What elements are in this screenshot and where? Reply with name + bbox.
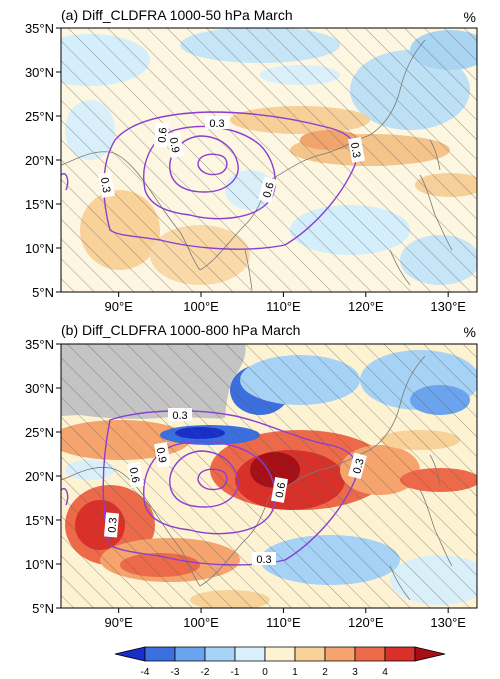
- colorbar-label: -1: [231, 667, 240, 678]
- contour-label: 0.6: [156, 127, 169, 143]
- colorbar-label: -3: [171, 667, 180, 678]
- colorbar: -4 -3 -2 -1 0 1 2 3 4: [114, 646, 446, 678]
- colorbar-swatch: [204, 646, 236, 662]
- lat-tick-label: 15°N: [25, 513, 54, 528]
- lon-tick-label: 120°E: [348, 615, 384, 630]
- panel-a-significance-hatching: [61, 28, 477, 292]
- panel-b-contour-labels: 0.3 0.9 0.6 0.6 0.3 0.3: [103, 408, 367, 566]
- panel-b-axes: 35°N 30°N 25°N 20°N 15°N 10°N 5°N 90°E 100°E 110°…: [25, 337, 466, 630]
- contour-label: 0.3: [348, 142, 362, 159]
- panel-a-map: 0.3 0.6 0.9 0.3 0.6: [61, 28, 477, 292]
- colorbar-label: 0: [262, 667, 268, 678]
- colorbar-label: -2: [201, 667, 210, 678]
- contour-label: 0.3: [172, 410, 187, 422]
- panel-a-coastline: [61, 39, 453, 291]
- lat-tick-label: 25°N: [25, 109, 54, 124]
- panel-b-map: 0.3 0.9 0.6 0.6 0.3 0.3: [61, 344, 477, 608]
- panel-a-contour-labels: 0.3 0.6 0.9 0.3 0.6: [98, 116, 365, 204]
- lon-tick-label: 120°E: [348, 299, 384, 314]
- lon-tick-label: 130°E: [430, 299, 466, 314]
- lat-tick-label: 20°N: [25, 469, 54, 484]
- lat-tick-label: 30°N: [25, 381, 54, 396]
- lat-tick-label: 30°N: [25, 65, 54, 80]
- panel-b-title: (b) Diff_CLDFRA 1000-800 hPa March: [61, 322, 300, 338]
- contour-label: 0.9: [167, 137, 181, 154]
- colorbar-swatch: [264, 646, 296, 662]
- colorbar-swatch: [174, 646, 206, 662]
- panel-a: (a) Diff_CLDFRA 1000-50 hPa March %: [25, 7, 478, 314]
- lon-tick-label: 110°E: [266, 615, 301, 630]
- lat-tick-label: 15°N: [25, 197, 54, 212]
- colorbar-label: 1: [292, 667, 298, 678]
- lon-tick-label: 110°E: [266, 299, 301, 314]
- lon-tick-label: 100°E: [183, 615, 219, 630]
- lat-tick-label: 35°N: [25, 337, 54, 352]
- colorbar-swatch: [114, 646, 146, 662]
- colorbar-swatch: [234, 646, 266, 662]
- contour-label: 0.3: [98, 177, 112, 194]
- colorbar-swatch: [324, 646, 356, 662]
- contour-label: 0.6: [127, 467, 141, 484]
- lon-tick-label: 90°E: [104, 299, 133, 314]
- colorbar-label: -4: [141, 667, 150, 678]
- panel-b: (b) Diff_CLDFRA 1000-800 hPa March %: [25, 322, 478, 630]
- colorbar-swatch: [354, 646, 386, 662]
- panel-b-significance-hatching: [61, 344, 477, 608]
- contour-label: 0.3: [209, 118, 224, 130]
- panel-a-title: (a) Diff_CLDFRA 1000-50 hPa March: [61, 7, 293, 23]
- lon-tick-label: 100°E: [183, 299, 219, 314]
- contour-label: 0.6: [274, 482, 288, 499]
- lon-tick-label: 90°E: [104, 615, 133, 630]
- contour-label: 0.9: [154, 447, 168, 464]
- colorbar-label: 2: [322, 667, 328, 678]
- contour-label: 0.3: [256, 554, 271, 566]
- contour-label: 0.3: [106, 517, 119, 533]
- panel-a-unit: %: [464, 9, 476, 25]
- colorbar-swatch: [414, 646, 446, 662]
- panel-a-contours: [61, 111, 357, 250]
- lat-tick-label: 35°N: [25, 21, 54, 36]
- lat-tick-label: 5°N: [32, 285, 54, 300]
- lon-tick-label: 130°E: [430, 615, 466, 630]
- colorbar-label: 4: [382, 667, 388, 678]
- panel-a-axes: 35°N 30°N 25°N 20°N 15°N 10°N 5°N 90°E 100°E 110°…: [25, 21, 466, 314]
- panel-b-coastline: [61, 355, 453, 601]
- panel-b-unit: %: [464, 324, 476, 340]
- colorbar-swatch: [294, 646, 326, 662]
- panel-b-contours: [61, 410, 357, 566]
- colorbar-label: 3: [352, 667, 358, 678]
- lat-tick-label: 20°N: [25, 153, 54, 168]
- contour-label: 0.6: [261, 181, 277, 199]
- lat-tick-label: 5°N: [32, 601, 54, 616]
- colorbar-swatch: [384, 646, 416, 662]
- lat-tick-label: 25°N: [25, 425, 54, 440]
- colorbar-swatch: [144, 646, 176, 662]
- lat-tick-label: 10°N: [25, 557, 54, 572]
- contour-label: 0.3: [351, 457, 367, 475]
- lat-tick-label: 10°N: [25, 241, 54, 256]
